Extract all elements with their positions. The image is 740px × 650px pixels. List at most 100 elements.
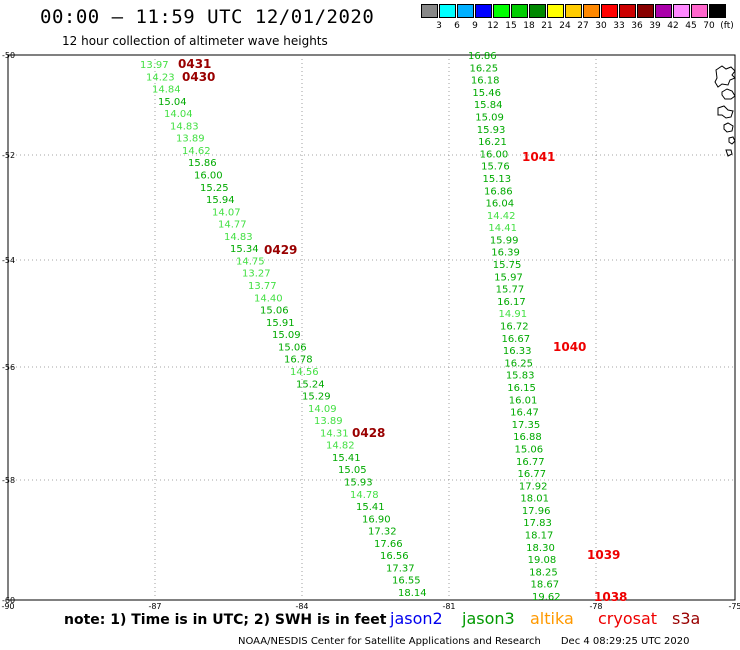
west-track-value: 16.56 xyxy=(380,551,409,562)
east-track-value: 16.21 xyxy=(478,137,507,148)
east-track-value: 17.92 xyxy=(519,481,548,492)
west-track-value: 13.89 xyxy=(176,134,205,145)
west-track-value: 15.91 xyxy=(266,318,295,329)
legend-label: 12 xyxy=(487,21,499,31)
east-track-value: 16.04 xyxy=(485,199,514,210)
east-track-value: 16.77 xyxy=(516,457,545,468)
time-label: 1039 xyxy=(587,548,620,562)
west-track-value: 14.07 xyxy=(212,207,241,218)
legend-label: 39 xyxy=(649,21,661,31)
credit-text: NOAA/NESDIS Center for Satellite Applica… xyxy=(238,636,541,647)
legend-swatch xyxy=(475,4,492,18)
footer-note: note: 1) Time is in UTC; 2) SWH is in fe… xyxy=(64,612,387,628)
west-track-value: 13.97 xyxy=(140,60,169,71)
west-track-value: 14.40 xyxy=(254,293,283,304)
legend-swatch xyxy=(547,4,564,18)
east-track-value: 14.91 xyxy=(499,309,528,320)
coastline-shape xyxy=(725,149,733,157)
legend-swatch xyxy=(637,4,654,18)
legend-label: 3 xyxy=(436,21,442,31)
west-track-value: 15.09 xyxy=(272,330,301,341)
time-label: 0429 xyxy=(264,243,297,257)
time-label: 0428 xyxy=(352,426,385,440)
coastline-shape xyxy=(723,122,734,133)
coastline-shape xyxy=(714,65,736,88)
west-track-value: 16.55 xyxy=(392,576,421,587)
west-track-value: 15.06 xyxy=(278,342,307,353)
east-track-value: 17.96 xyxy=(522,506,551,517)
timestamp-text: Dec 4 08:29:25 UTC 2020 xyxy=(560,636,690,647)
east-track-value: 14.41 xyxy=(488,223,517,234)
east-track-value: 16.67 xyxy=(501,334,530,345)
legend-swatch xyxy=(421,4,438,18)
east-track-value: 16.33 xyxy=(503,346,532,357)
legend-label: 18 xyxy=(523,21,535,31)
west-track-value: 17.37 xyxy=(386,563,415,574)
east-track-value: 17.83 xyxy=(523,518,552,529)
legend-swatch xyxy=(655,4,672,18)
coastline-shape xyxy=(717,105,734,119)
legend-label: 45 xyxy=(685,21,697,31)
coastline-shape xyxy=(721,88,736,100)
satellite-legend-item: altika xyxy=(530,609,574,628)
west-track-value: 14.56 xyxy=(290,367,319,378)
east-track-value: 14.42 xyxy=(487,211,516,222)
time-label: 1038 xyxy=(594,590,627,604)
east-track-value: 18.25 xyxy=(529,567,558,578)
legend-swatch xyxy=(583,4,600,18)
time-label: 0430 xyxy=(182,70,215,84)
west-track-value: 16.00 xyxy=(194,171,223,182)
legend-label: 15 xyxy=(505,21,517,31)
legend-swatch xyxy=(709,4,726,18)
east-track-value: 15.93 xyxy=(477,125,506,136)
west-track-value: 15.29 xyxy=(302,392,331,403)
east-track-value: 15.83 xyxy=(506,371,535,382)
legend-label: 27 xyxy=(577,21,589,31)
legend-label: 21 xyxy=(541,21,553,31)
legend-label: 6 xyxy=(454,21,460,31)
east-track-value: 15.97 xyxy=(494,272,523,283)
east-track-value: 16.86 xyxy=(468,51,497,62)
west-track-value: 15.24 xyxy=(296,379,325,390)
east-track-value: 16.15 xyxy=(507,383,536,394)
legend-swatch xyxy=(457,4,474,18)
longitude-label: -75 xyxy=(728,602,740,611)
longitude-label: -78 xyxy=(589,602,602,611)
legend-label: 36 xyxy=(631,21,643,31)
west-track-value: 14.04 xyxy=(164,109,193,120)
west-track-value: 14.82 xyxy=(326,441,355,452)
west-track-value: 15.41 xyxy=(332,453,361,464)
legend-label: 24 xyxy=(559,21,571,31)
east-track-value: 15.46 xyxy=(472,88,501,99)
west-track-value: 15.06 xyxy=(260,306,289,317)
west-track-value: 14.83 xyxy=(170,121,199,132)
east-track-value: 16.18 xyxy=(471,76,500,87)
latitude-label: -54 xyxy=(2,256,15,265)
color-scale-legend: 3 6 9 12 15 18 21 24 27 30 33 36 39 42 45 70 (ft) xyxy=(421,4,734,34)
page-title: 00:00 – 11:59 UTC 12/01/2020 xyxy=(40,6,375,28)
west-track-value: 14.78 xyxy=(350,490,379,501)
time-label: 1040 xyxy=(553,340,586,354)
east-track-value: 16.77 xyxy=(517,469,546,480)
legend-label: 9 xyxy=(472,21,478,31)
latitude-label: -58 xyxy=(2,476,15,485)
west-track-value: 17.32 xyxy=(368,527,397,538)
west-track-value: 15.05 xyxy=(338,465,367,476)
west-track-value: 15.04 xyxy=(158,97,187,108)
east-track-value: 16.25 xyxy=(504,358,533,369)
east-track-value: 18.01 xyxy=(520,494,549,505)
east-track-value: 18.30 xyxy=(526,543,555,554)
satellite-legend-item: jason3 xyxy=(462,609,515,628)
west-track-value: 13.89 xyxy=(314,416,343,427)
east-track-value: 17.35 xyxy=(512,420,541,431)
longitude-label: -87 xyxy=(148,602,161,611)
east-track-value: 16.25 xyxy=(469,63,498,74)
legend-label: 70 xyxy=(703,21,715,31)
west-track-value: 14.83 xyxy=(224,232,253,243)
satellite-legend-item: jason2 xyxy=(390,609,443,628)
west-track-value: 15.93 xyxy=(344,477,373,488)
legend-swatch xyxy=(619,4,636,18)
legend-label: 33 xyxy=(613,21,625,31)
west-track-value: 14.31 xyxy=(320,428,349,439)
